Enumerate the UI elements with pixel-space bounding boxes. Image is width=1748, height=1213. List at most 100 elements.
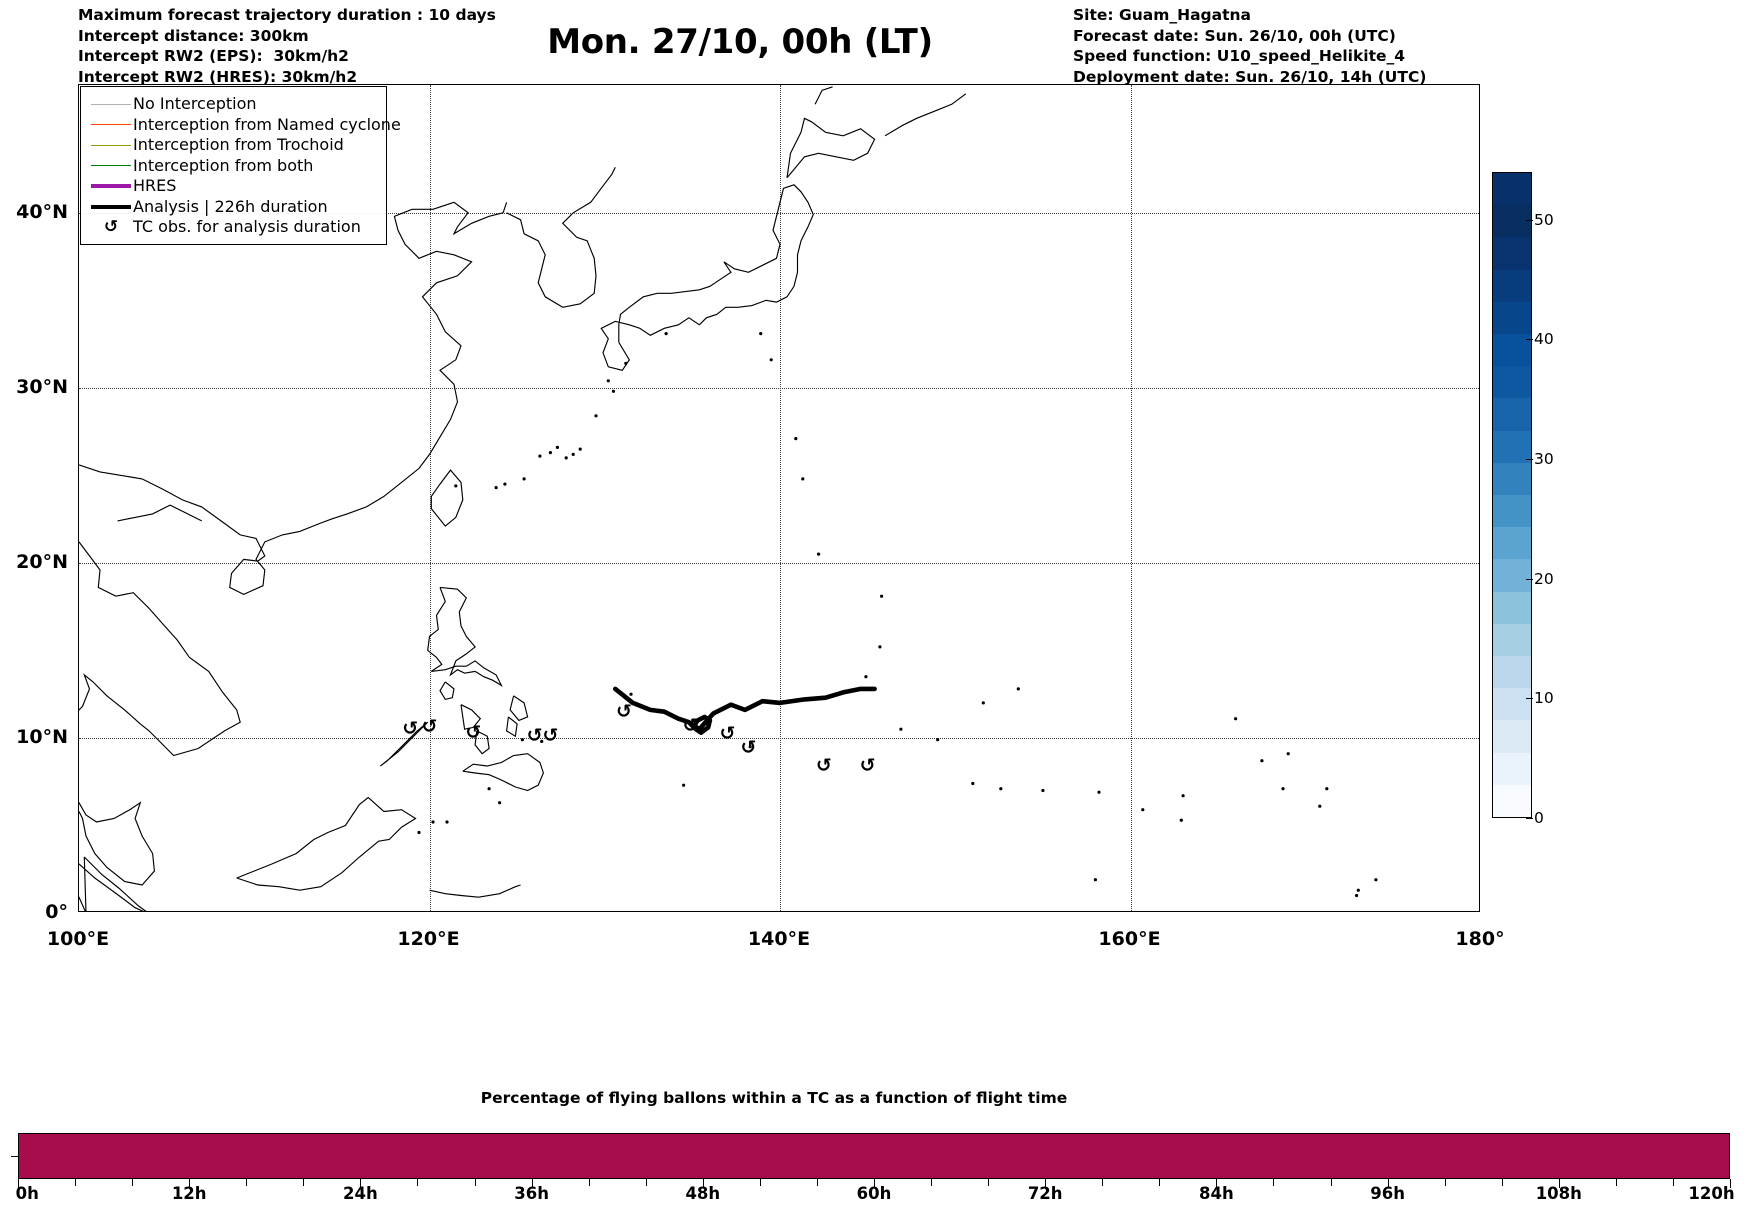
colorbar[interactable] — [1492, 172, 1532, 818]
bottom-bar-minor-tick — [1672, 1179, 1674, 1186]
legend-item-4[interactable]: HRES — [89, 176, 378, 197]
tc-observation-marker: ↺ — [815, 754, 832, 777]
bottom-bar-x-tick-label: 84h — [1199, 1184, 1234, 1203]
bottom-bar-minor-tick — [1615, 1179, 1617, 1186]
bottom-bar-minor-tick — [303, 1179, 305, 1186]
colorbar-segment-1 — [1493, 752, 1531, 785]
colorbar-segment-13 — [1493, 366, 1531, 399]
map-x-tick-label: 120°E — [397, 928, 460, 950]
colorbar-tick-label: 10 — [1526, 689, 1554, 708]
legend-item-5[interactable]: Analysis | 226h duration — [89, 197, 378, 218]
line-icon — [91, 204, 131, 209]
bottom-bar-major-tick — [1730, 1179, 1731, 1188]
tc-observation-marker: ↺ — [526, 724, 543, 747]
bottom-bar-major-tick — [702, 1179, 704, 1188]
colorbar-segment-15 — [1493, 301, 1531, 334]
bottom-bar-major-tick — [18, 1179, 19, 1188]
legend-item-2[interactable]: Interception from Trochoid — [89, 135, 378, 156]
map-y-tick-label: 20°N — [16, 550, 68, 573]
bottom-bar-minor-tick — [816, 1179, 818, 1186]
map-x-tick-label: 140°E — [747, 928, 811, 950]
colorbar-tick-label: 50 — [1526, 210, 1554, 229]
legend-line-swatch — [89, 124, 133, 126]
map-legend[interactable]: No Interception Interception from Named c… — [80, 86, 401, 245]
tc-observation-marker: ↺ — [542, 724, 559, 747]
map-y-tick-label: 10°N — [16, 725, 68, 748]
bottom-bar-axes[interactable] — [18, 1133, 1730, 1179]
map-gridline-horizontal — [79, 387, 1479, 389]
tc-observation-marker: ↺ — [616, 700, 632, 723]
bottom-bar-minor-tick — [988, 1179, 990, 1186]
bottom-bar-minor-tick — [1159, 1179, 1161, 1186]
colorbar-segment-10 — [1493, 462, 1531, 495]
header-left-line-0: Maximum forecast trajectory duration : 1… — [78, 6, 496, 24]
header-left-line-3: Intercept RW2 (HRES): 30km/h2 — [78, 67, 358, 86]
cyclone-glyph: ↺ — [103, 216, 119, 237]
bottom-bar-x-tick-label: 0h — [15, 1184, 39, 1203]
colorbar-segment-2 — [1493, 720, 1531, 753]
bottom-bar-title: Percentage of flying ballons within a TC… — [480, 1089, 1068, 1107]
tc-observation-marker: ↺ — [682, 714, 699, 737]
cyclone-icon: ↺ — [89, 216, 133, 237]
legend-item-3[interactable]: Interception from both — [89, 156, 378, 177]
bottom-bar-minor-tick — [1330, 1179, 1332, 1186]
legend-item-1[interactable]: Interception from Named cyclone — [89, 115, 401, 136]
bottom-bar-x-tick-label: 48h — [685, 1184, 721, 1203]
legend-item-6[interactable]: ↺ TC obs. for analysis duration — [89, 217, 378, 238]
bottom-bar-major-tick — [1558, 1179, 1560, 1188]
bottom-bar-x-tick-label: 120h — [1688, 1184, 1735, 1203]
bottom-bar-x-tick-label: 60h — [856, 1184, 892, 1203]
colorbar-segment-8 — [1493, 527, 1531, 560]
bottom-bar-major-tick — [874, 1179, 875, 1188]
bottom-bar-minor-tick — [1102, 1179, 1104, 1186]
map-x-tick-label: 160°E — [1098, 928, 1161, 950]
header-left-block: Maximum forecast trajectory duration : 1… — [78, 5, 496, 87]
page-title: Mon. 27/10, 00h (LT) — [547, 22, 933, 62]
bottom-bar-minor-tick — [132, 1179, 134, 1186]
bottom-bar-x-tick-label: 72h — [1027, 1184, 1063, 1203]
bottom-bar-minor-tick — [645, 1179, 647, 1186]
colorbar-segment-18 — [1493, 205, 1531, 238]
colorbar-segment-3 — [1493, 688, 1531, 721]
map-gridline-horizontal — [79, 737, 1479, 739]
header-left-line-1: Intercept distance: 300km — [78, 26, 309, 45]
bottom-bar-x-tick-label: 12h — [171, 1184, 207, 1203]
tc-observation-marker: ↺ — [402, 717, 419, 740]
bottom-bar-x-tick-label: 96h — [1370, 1184, 1405, 1203]
legend-item-0[interactable]: No Interception — [89, 94, 378, 115]
bottom-bar-major-tick — [1387, 1179, 1389, 1188]
map-x-tick-label: 100°E — [46, 928, 110, 950]
bottom-bar-fill — [19, 1134, 1729, 1178]
colorbar-segment-16 — [1493, 269, 1531, 302]
line-icon — [91, 184, 131, 189]
bottom-bar-minor-tick — [1444, 1179, 1446, 1186]
map-gridline-vertical — [780, 85, 781, 911]
bottom-bar-x-tick-label: 108h — [1535, 1184, 1582, 1203]
bottom-bar-minor-tick — [931, 1179, 933, 1186]
colorbar-tick-label: 30 — [1526, 450, 1554, 469]
header-right-line-0: Site: Guam_Hagatna — [1073, 6, 1252, 24]
bottom-bar-y-tick — [11, 1156, 18, 1157]
tc-observation-marker: ↺ — [859, 754, 876, 777]
map-x-tick-label: 180° — [1455, 928, 1505, 950]
colorbar-segment-7 — [1493, 559, 1531, 592]
legend-item-label: Interception from Named cyclone — [133, 114, 401, 134]
map-gridline-horizontal — [79, 562, 1479, 564]
analysis-track — [612, 686, 877, 736]
legend-item-label: Interception from both — [133, 155, 314, 175]
bottom-bar-minor-tick — [1501, 1179, 1503, 1186]
map-gridline-horizontal — [79, 212, 1479, 214]
colorbar-label: Named cyclones forecast - Number of EPS … — [1600, 172, 1748, 818]
legend-item-label: No Interception — [133, 94, 257, 114]
colorbar-segment-19 — [1493, 172, 1531, 206]
legend-line-swatch — [89, 144, 133, 146]
header-right-line-1: Forecast date: Sun. 26/10, 00h (UTC) — [1073, 26, 1396, 45]
legend-line-swatch — [89, 204, 133, 209]
colorbar-segment-5 — [1493, 623, 1531, 656]
colorbar-segment-0 — [1493, 784, 1531, 817]
colorbar-tick-label: 0 — [1526, 809, 1544, 827]
line-icon — [91, 103, 131, 105]
map-y-tick-label: 0° — [45, 901, 68, 923]
map-y-tick-label: 40°N — [16, 200, 68, 223]
colorbar-segment-11 — [1493, 430, 1531, 463]
